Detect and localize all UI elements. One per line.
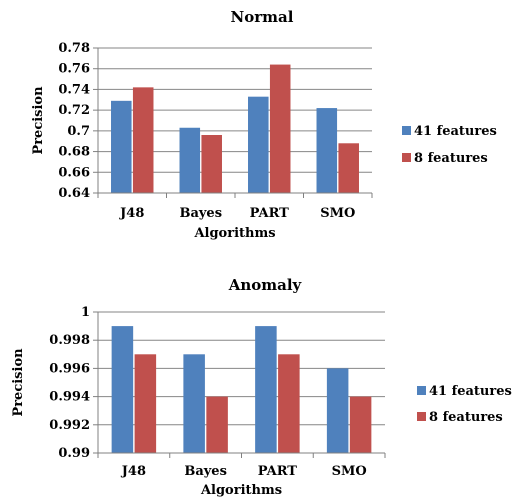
legend-label: 41 features: [414, 124, 497, 139]
y-tick-label: 0.992: [49, 418, 90, 433]
bar-8-features-smo: [349, 396, 372, 453]
legend-swatch: [402, 153, 411, 162]
y-axis-label: Precision: [31, 86, 46, 155]
y-tick-label: 1: [81, 305, 90, 320]
bar-41-features-smo: [326, 368, 349, 453]
x-tick-label: J48: [121, 464, 146, 479]
x-tick-label: PART: [250, 206, 289, 221]
x-tick-label: J48: [119, 206, 144, 221]
legend-label: 8 features: [429, 410, 503, 425]
x-tick-label: SMO: [332, 464, 367, 479]
bar-41-features-bayes: [179, 127, 201, 193]
x-tick-label: Bayes: [179, 206, 222, 221]
bar-41-features-part: [248, 96, 269, 193]
bar-41-features-j48: [111, 100, 132, 193]
y-tick-label: 0.66: [58, 165, 90, 180]
y-tick-label: 0.99: [58, 446, 90, 461]
x-tick-label: PART: [258, 464, 297, 479]
bar-8-features-j48: [132, 87, 154, 193]
y-tick-label: 0.74: [58, 82, 90, 97]
bar-41-features-j48: [111, 326, 134, 453]
x-tick-label: Bayes: [184, 464, 227, 479]
legend-label: 8 features: [414, 151, 488, 166]
bar-8-features-smo: [338, 143, 359, 193]
y-axis-label: Precision: [11, 348, 26, 417]
bar-8-features-bayes: [206, 396, 228, 453]
y-tick-label: 0.7: [67, 124, 90, 139]
bar-41-features-bayes: [183, 354, 205, 453]
chart-panel-1: Anomaly 0.99 0.992 0.994 0.996 0.998 1 J48 Bayes…: [11, 276, 512, 497]
chart-title: Anomaly: [228, 276, 303, 294]
legend-swatch: [417, 412, 426, 421]
y-tick-label: 0.64: [58, 186, 90, 201]
bar-8-features-part: [269, 64, 291, 193]
bar-8-features-bayes: [201, 135, 222, 193]
y-tick-label: 0.994: [49, 390, 90, 405]
chart-panel-0: Normal 0.64 0.66 0.68 0.7 0.72 0.74 0.76 0.78 J48…: [31, 8, 497, 241]
y-tick-label: 0.68: [58, 145, 90, 160]
legend: 41 features 8 features: [417, 384, 512, 425]
bar-8-features-j48: [134, 354, 157, 453]
legend-swatch: [402, 126, 411, 135]
x-tick-label: SMO: [320, 206, 355, 221]
x-axis-label: Algorithms: [200, 483, 282, 497]
y-tick-label: 0.996: [49, 361, 90, 376]
legend-swatch: [417, 386, 426, 395]
chart-title: Normal: [231, 8, 294, 26]
x-axis-label: Algorithms: [193, 226, 275, 241]
legend: 41 features 8 features: [402, 124, 497, 166]
y-tick-label: 0.72: [58, 103, 90, 118]
bar-41-features-part: [255, 326, 277, 453]
bar-8-features-part: [278, 354, 300, 453]
y-tick-label: 0.78: [58, 41, 90, 56]
y-tick-label: 0.998: [49, 333, 90, 348]
bar-41-features-smo: [316, 108, 338, 193]
legend-label: 41 features: [429, 384, 512, 399]
y-tick-label: 0.76: [58, 62, 90, 77]
